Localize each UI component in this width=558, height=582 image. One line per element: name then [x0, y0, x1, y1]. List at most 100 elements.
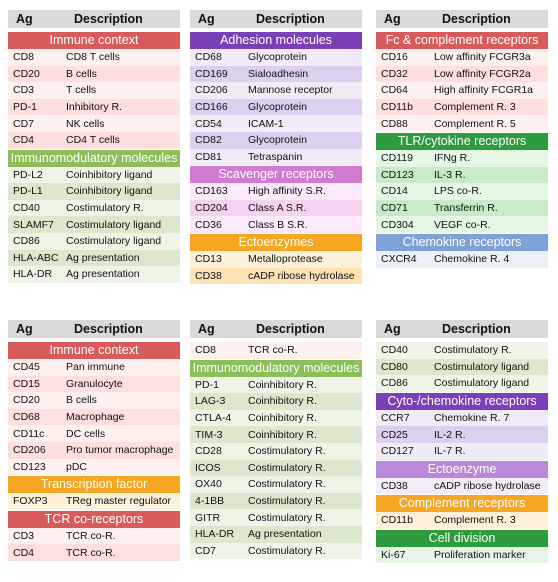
column-header: Ag Description: [376, 320, 548, 338]
section-header: TCR co-receptors: [8, 510, 180, 528]
column-header: Ag Description: [8, 10, 180, 28]
table-row: HLA-DR Ag presentation: [190, 525, 362, 543]
description-cell: Costimulatory R.: [248, 511, 326, 524]
column-header-ag: Ag: [16, 12, 33, 26]
description-cell: Costimulatory ligand: [434, 377, 530, 390]
table-row: ICOS Costimulatory R.: [190, 459, 362, 477]
table-row: CD119 IFNg R.: [376, 149, 548, 167]
description-cell: Inhibitory R.: [66, 101, 123, 114]
antigen-cell: CD86: [13, 235, 40, 248]
antigen-cell: CD86: [381, 377, 408, 390]
antigen-cell: CD123: [13, 460, 46, 473]
antigen-cell: CTLA-4: [195, 412, 232, 425]
antigen-cell: CD25: [381, 428, 408, 441]
antigen-cell: CD54: [195, 117, 222, 130]
description-cell: Ag presentation: [66, 251, 140, 264]
description-cell: Coinhibitory R.: [248, 412, 317, 425]
table-row: CD206 Mannose receptor: [190, 82, 362, 99]
antigen-cell: CXCR4: [381, 253, 417, 266]
antigen-cell: PD-1: [13, 101, 37, 114]
table-row: CD71 Transferrin R.: [376, 199, 548, 217]
table-row: CD14 LPS co-R.: [376, 183, 548, 200]
table-row: CD40 Costimulatory R.: [376, 342, 548, 359]
table-row: CD166 Glycoprotein: [190, 98, 362, 116]
antigen-cell: CD11b: [381, 101, 413, 114]
antigen-cell: CD71: [381, 202, 408, 215]
table-row: CD80 Costimulatory ligand: [376, 358, 548, 376]
column-header-description: Description: [74, 322, 143, 336]
table-row: PD-1 Inhibitory R.: [8, 98, 180, 116]
antigen-cell: CD16: [381, 51, 408, 64]
antigen-cell: CD4: [13, 546, 35, 559]
table-row: CCR7 Chemokine R. 7: [376, 409, 548, 427]
description-cell: Class A S.R.: [248, 202, 307, 215]
section-header: Fc & complement receptors: [376, 32, 548, 49]
description-cell: Ag presentation: [66, 268, 140, 281]
column-header-description: Description: [442, 322, 511, 336]
description-cell: Chemokine R. 7: [434, 412, 510, 425]
section-header: Ectoenzymes: [190, 233, 362, 251]
antigen-cell: CD40: [13, 202, 40, 215]
antigen-cell: CD3: [13, 530, 35, 543]
antigen-cell: CD68: [195, 51, 222, 64]
antigen-cell: CD81: [195, 150, 222, 163]
description-cell: Pro tumor macrophage: [66, 444, 174, 457]
description-cell: Mannose receptor: [248, 84, 333, 97]
description-cell: Coinhibitory R.: [248, 395, 317, 408]
description-cell: Low affinity FCGR3a: [434, 51, 531, 64]
description-cell: NK cells: [66, 117, 105, 130]
table-row: TIM-3 Coinhibitory R.: [190, 426, 362, 443]
description-cell: Costimulatory R.: [434, 344, 512, 357]
antigen-cell: FOXP3: [13, 495, 48, 508]
antigen-cell: SLAMF7: [13, 218, 54, 231]
table-row: CD3 TCR co-R.: [8, 527, 180, 545]
antigen-cell: CD11b: [381, 514, 413, 527]
antigen-cell: CD166: [195, 101, 228, 114]
table-row: CD38 cADP ribose hydrolase: [190, 267, 362, 285]
column-header: Ag Description: [8, 320, 180, 338]
table-row: CD4 TCR co-R.: [8, 544, 180, 561]
section-header: Adhesion molecules: [190, 32, 362, 49]
section-header: Scavenger receptors: [190, 166, 362, 184]
table-row: PD-L2 Coinhibitory ligand: [8, 166, 180, 184]
column-header: Ag Description: [190, 320, 362, 338]
description-cell: Costimulatory ligand: [66, 235, 162, 248]
antigen-cell: CD64: [381, 84, 408, 97]
antigen-cell: CD45: [13, 361, 40, 374]
description-cell: Costimulatory R.: [248, 478, 326, 491]
antigen-cell: CD4: [13, 134, 35, 147]
table-row: LAG-3 Coinhibitory R.: [190, 393, 362, 410]
table-row: CD304 VEGF co-R.: [376, 216, 548, 233]
section-header: TLR/cytokine receptors: [376, 132, 548, 150]
description-cell: Granulocyte: [66, 377, 123, 390]
table-row: CD123 IL-3 R.: [376, 166, 548, 184]
description-cell: TCR co-R.: [66, 530, 116, 543]
table-row: CD36 Class B S.R.: [190, 216, 362, 233]
antigen-cell: TIM-3: [195, 428, 223, 441]
table-row: CD163 High affinity S.R.: [190, 183, 362, 200]
section-header: Complement receptors: [376, 495, 548, 513]
table-row: SLAMF7 Costimulatory ligand: [8, 216, 180, 233]
description-cell: Metalloprotease: [248, 253, 323, 266]
description-cell: Coinhibitory ligand: [66, 168, 153, 181]
antigen-cell: HLA-ABC: [13, 251, 59, 264]
antigen-cell: CD80: [381, 360, 408, 373]
table-row: CTLA-4 Coinhibitory R.: [190, 409, 362, 427]
description-cell: DC cells: [66, 427, 106, 440]
antigen-cell: CD40: [381, 344, 408, 357]
antigen-cell: CD36: [195, 218, 222, 231]
description-cell: VEGF co-R.: [434, 218, 491, 231]
column-header-description: Description: [256, 12, 325, 26]
table-row: CD54 ICAM-1: [190, 115, 362, 132]
antigen-cell: CCR7: [381, 412, 410, 425]
table-row: Ki-67 Proliferation marker: [376, 546, 548, 564]
description-cell: IFNg R.: [434, 152, 471, 165]
description-cell: Complement R. 3: [434, 514, 516, 527]
panel-top-left: Ag Description Immune context CD8 CD8 T cell…: [8, 10, 180, 283]
antigen-cell: CD82: [195, 134, 222, 147]
antigen-cell: ICOS: [195, 461, 221, 474]
description-cell: Complement R. 3: [434, 101, 516, 114]
description-cell: Coinhibitory R.: [248, 378, 317, 391]
description-cell: T cells: [66, 84, 97, 97]
antigen-cell: CD8: [195, 344, 217, 357]
